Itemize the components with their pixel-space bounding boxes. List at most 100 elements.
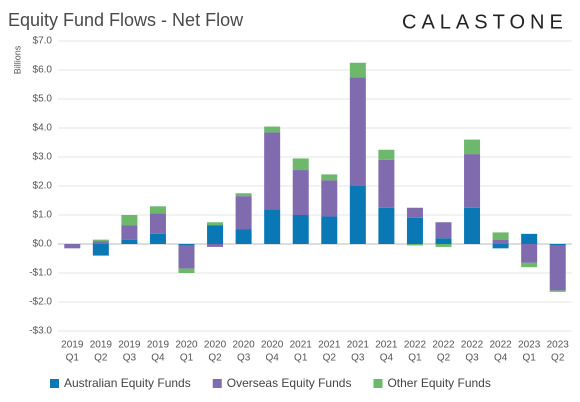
bar-segment [149,213,166,234]
bar-segment [435,238,452,244]
bar-segment [549,290,566,292]
x-tick-label: 2021 [347,340,370,351]
bar-segment [121,215,138,226]
bar-segment [406,207,423,218]
bar-segment [149,206,166,214]
bar-segment [521,233,538,244]
bar-segment [264,209,281,244]
x-tick-label: 2023 [547,340,570,351]
bar-segment [178,268,195,273]
bar-segment [92,244,109,256]
x-tick-label: Q4 [494,353,508,364]
x-tick-label: 2019 [61,340,84,351]
y-tick-label: $3.0 [33,152,53,163]
x-tick-label: 2020 [261,340,284,351]
x-tick-label: Q4 [380,353,394,364]
bar-segment [435,244,452,247]
y-tick-label: $4.0 [33,123,53,134]
x-tick-label: Q2 [551,353,565,364]
x-tick-label: 2019 [118,340,141,351]
x-tick-label: 2021 [318,340,341,351]
x-tick-label: Q3 [123,353,137,364]
legend-label: Other Equity Funds [387,376,490,390]
bar-segment [121,239,138,244]
bar-segment [464,139,481,155]
y-tick-label: $6.0 [33,65,53,76]
bar-segment [149,233,166,244]
bar-segment [349,62,366,78]
y-tick-label: -$1.0 [29,268,52,279]
bar-segment [378,149,395,160]
legend-swatch [50,379,59,388]
x-tick-label: Q1 [66,353,80,364]
bar-segment [549,245,566,291]
x-tick-label: 2022 [489,340,512,351]
bar-segment [435,222,452,239]
y-axis-label: Billions [12,45,22,74]
legend-label: Overseas Equity Funds [227,376,352,390]
legend-swatch [373,379,383,388]
bar-segment [464,207,481,244]
bar-segment [378,159,395,208]
bar-segment [292,170,309,215]
bar-segment [178,245,195,269]
x-tick-label: Q2 [437,353,451,364]
legend-swatch [212,379,222,388]
bar-segment [178,244,195,246]
x-tick-label: 2020 [175,340,198,351]
bar-segment [235,193,252,197]
bar-segment [92,239,109,242]
x-tick-label: Q4 [265,353,279,364]
bar-segment [264,126,281,133]
bar-segment [92,241,109,244]
x-tick-label: 2019 [147,340,170,351]
x-tick-label: 2020 [204,340,227,351]
bar-segment [321,174,338,181]
bar-segment [406,217,423,244]
x-tick-label: Q1 [522,353,536,364]
x-tick-label: Q1 [180,353,194,364]
y-tick-label: -$3.0 [29,326,52,337]
x-tick-label: Q1 [408,353,422,364]
bar-segment [464,154,481,208]
x-tick-label: 2022 [404,340,427,351]
x-tick-label: Q3 [351,353,365,364]
bar-segment [492,244,509,249]
bar-segment [207,244,224,247]
y-tick-label: -$2.0 [29,297,52,308]
x-tick-label: 2022 [461,340,484,351]
y-tick-label: $5.0 [33,94,53,105]
bar-segment [292,158,309,171]
bar-segment [349,186,366,244]
bar-segment [492,239,509,244]
y-tick-label: $0.0 [33,239,53,250]
x-tick-label: Q2 [323,353,337,364]
x-tick-label: Q3 [237,353,251,364]
y-tick-label: $2.0 [33,181,53,192]
bar-segment [64,244,81,249]
y-tick-label: $7.0 [33,36,53,47]
bar-segment [549,244,566,246]
chart-title: Equity Fund Flows - Net Flow [8,10,244,30]
x-tick-label: Q3 [465,353,479,364]
x-tick-label: 2020 [232,340,255,351]
bar-segment [264,132,281,210]
bar-segment [349,77,366,186]
bar-segment [321,216,338,244]
x-tick-label: Q4 [151,353,165,364]
x-tick-label: 2019 [90,340,113,351]
x-tick-label: Q2 [94,353,108,364]
logo: CALASTONE [402,11,568,33]
bar-segment [521,244,538,263]
y-tick-label: $1.0 [33,210,53,221]
x-tick-label: Q1 [294,353,308,364]
bar-segment [121,225,138,240]
x-tick-label: Q2 [208,353,222,364]
x-tick-label: 2023 [518,340,541,351]
bar-segment [235,196,252,230]
bar-segment [235,229,252,244]
bar-segment [292,215,309,244]
bar-segment [207,225,224,244]
x-tick-label: 2021 [375,340,398,351]
